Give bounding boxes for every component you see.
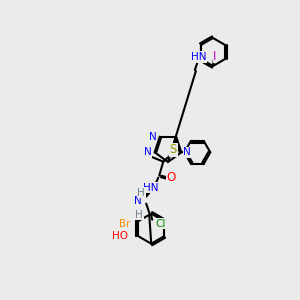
Text: N: N [134,196,142,206]
Text: I: I [213,50,217,62]
Text: O: O [167,171,176,184]
Text: HO: HO [112,231,128,241]
Text: N: N [144,147,152,157]
Text: Cl: Cl [155,219,166,229]
Text: H: H [137,188,145,198]
Text: S: S [169,143,177,156]
Text: HN: HN [143,183,159,193]
Text: N: N [183,147,191,157]
Text: H: H [135,210,143,220]
Text: N: N [149,132,157,142]
Text: Br: Br [119,219,130,229]
Text: HN: HN [191,52,207,62]
